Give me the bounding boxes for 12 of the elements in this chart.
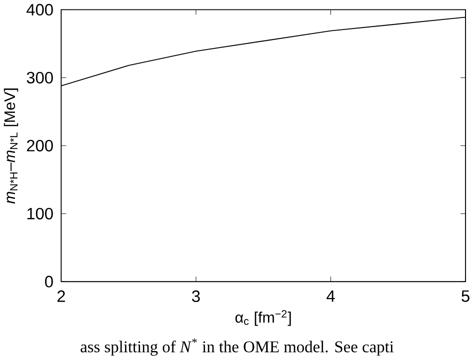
y-tick-label: 0 — [45, 276, 53, 288]
text: ass splitting of N$^{*}$ in the OME model. See capti — [80, 338, 394, 356]
x-tick-label: 2 — [57, 290, 65, 302]
x-tick-label: 3 — [192, 290, 200, 302]
x-tick-label: 5 — [462, 290, 470, 302]
y-tick-label: 300 — [26, 72, 53, 84]
y-tick-label: 200 — [26, 140, 53, 152]
y-axis-title: m$_{N*H}$–m$_{N*L}$ [MeV] — [4, 88, 18, 204]
y-tick-label: 400 — [26, 4, 53, 16]
y-tick-label: 100 — [27, 208, 53, 220]
x-tick-label: 4 — [326, 290, 335, 302]
x-axis-title: α$_{c}$ [fm$^{−2}$] — [235, 310, 291, 326]
